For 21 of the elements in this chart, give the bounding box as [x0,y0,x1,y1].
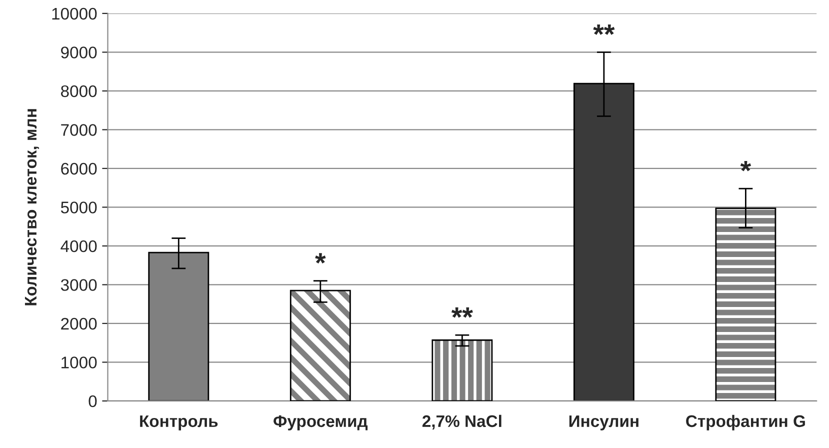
y-tick-label: 6000 [61,162,97,175]
y-tick-label: 9000 [61,46,97,58]
annotation: * [740,160,752,172]
y-axis-title: Количество клеток, млн [24,109,40,306]
y-tick-label: 3000 [60,279,97,291]
x-tick-label: Фуросемид [274,415,368,430]
x-tick-label: Контроль [140,415,218,430]
y-tick-label: 8000 [61,85,97,98]
x-tick-label: Инсулин [569,415,638,430]
y-tick-label: 5000 [60,202,97,214]
y-tick-label: 2000 [61,318,97,330]
annotation: ** [593,24,615,35]
y-tick-label: 0 [88,395,97,408]
y-tick-label: 10000 [52,8,97,20]
x-tick-label: Строфантин G [686,414,805,430]
annotation: ** [451,307,473,318]
y-tick-label: 4000 [60,240,97,252]
x-tick-label: 2,7% NaCl [422,414,502,430]
annotation: * [315,253,326,264]
y-tick-label: 7000 [61,124,97,136]
y-tick-label: 1000 [62,356,97,368]
